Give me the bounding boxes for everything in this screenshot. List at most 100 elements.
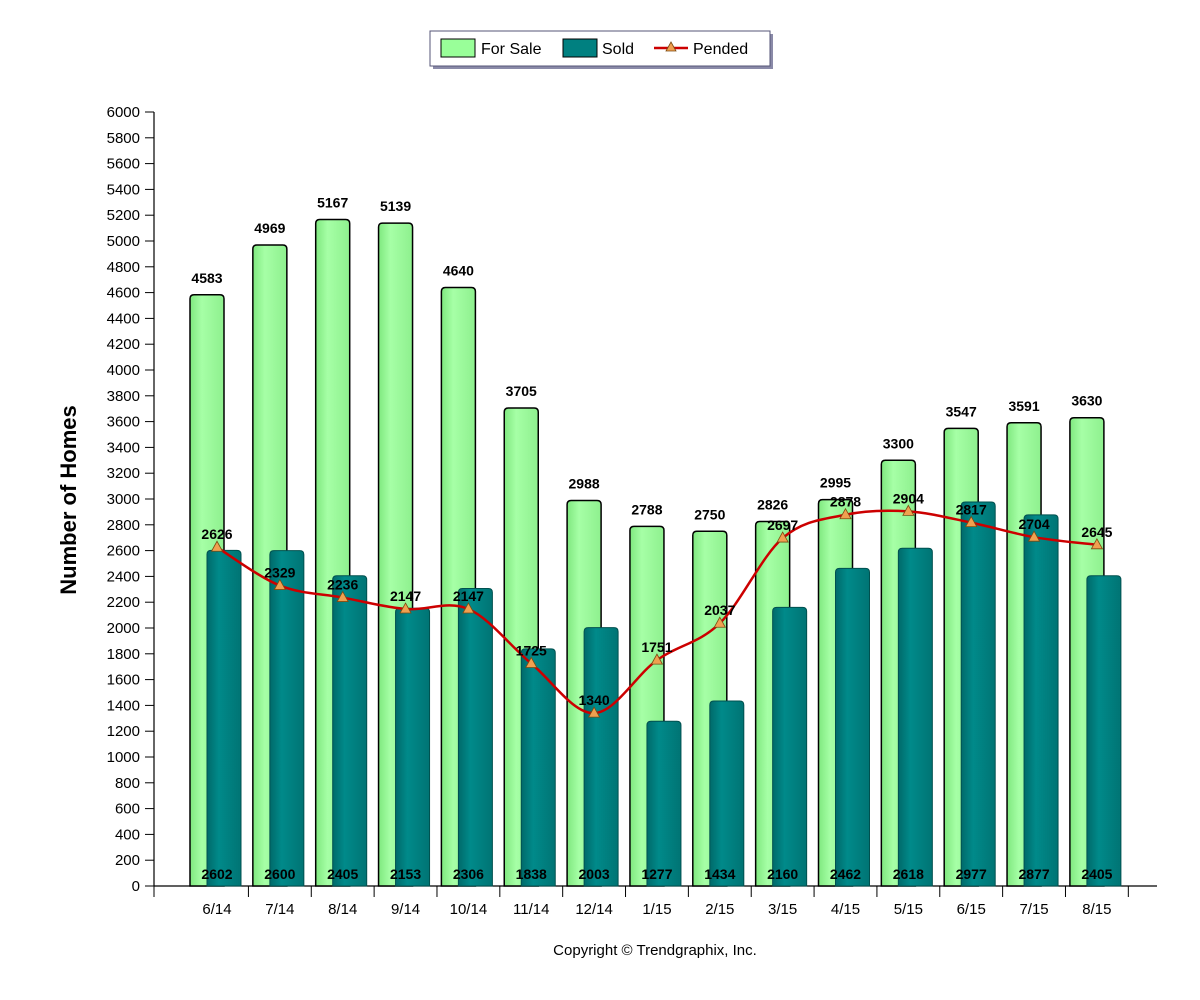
data-label-for-sale: 4640 <box>443 262 474 278</box>
y-tick-label: 3400 <box>107 439 140 456</box>
y-tick-label: 4400 <box>107 310 140 327</box>
data-label-pended: 1340 <box>579 692 610 708</box>
series-sold <box>206 501 1122 887</box>
pended-marker <box>525 656 538 668</box>
y-tick-label: 2000 <box>107 620 140 637</box>
y-tick-label: 1200 <box>107 723 140 740</box>
data-label-sold: 2153 <box>390 866 421 882</box>
x-tick-label: 12/14 <box>575 901 613 918</box>
data-label-pended: 2878 <box>830 494 861 510</box>
data-labels: 4583 2602 4969 2600 5167 2405 5139 2153 4640 2306… <box>191 194 1112 882</box>
x-tick-label: 6/14 <box>202 901 231 918</box>
data-label-for-sale: 2988 <box>569 476 600 492</box>
y-tick-label: 4600 <box>107 285 140 302</box>
y-tick-label: 5200 <box>107 207 140 224</box>
data-label-pended: 2704 <box>1018 516 1049 532</box>
bar-sold <box>835 567 870 887</box>
data-label-for-sale: 2788 <box>631 501 662 517</box>
bar-sold <box>520 648 556 887</box>
pended-marker <box>336 590 349 602</box>
data-label-pended: 1725 <box>516 642 547 658</box>
pended-marker <box>462 602 475 614</box>
bar-sold <box>395 607 431 887</box>
y-tick-label: 600 <box>115 801 140 818</box>
y-tick-label: 1600 <box>107 672 140 689</box>
x-tick-label: 8/14 <box>328 901 357 918</box>
data-label-for-sale: 3705 <box>506 383 537 399</box>
data-label-pended: 2817 <box>956 502 987 518</box>
pended-marker <box>839 507 852 520</box>
pended-marker <box>399 602 412 614</box>
pended-marker <box>273 578 287 590</box>
data-label-for-sale: 4969 <box>254 220 285 236</box>
x-tick-label: 9/14 <box>391 901 420 918</box>
data-label-sold: 2602 <box>201 866 232 882</box>
y-tick-label: 6000 <box>107 104 140 121</box>
bar-sold <box>206 549 242 887</box>
y-tick-label: 400 <box>115 826 140 843</box>
y-tick-label: 800 <box>115 775 140 792</box>
data-label-sold: 1838 <box>516 866 547 882</box>
legend-box <box>429 30 771 67</box>
data-label-sold: 2160 <box>767 866 798 882</box>
y-tick-label: 200 <box>115 852 140 869</box>
x-ticks: 6/14 7/14 8/14 9/14 10/14 11/14 12/14 1/15 2/15 3… <box>153 886 1129 918</box>
data-label-sold: 2600 <box>264 866 295 882</box>
bar-sold <box>646 720 682 887</box>
pended-marker <box>965 515 978 528</box>
y-axis-title: Number of Homes <box>56 405 81 594</box>
y-tick-label: 4000 <box>107 362 140 379</box>
y-tick-label: 5000 <box>107 233 140 250</box>
data-label-sold: 1277 <box>641 866 672 882</box>
data-label-sold: 2877 <box>1018 866 1049 882</box>
data-label-sold: 2405 <box>1081 866 1112 882</box>
data-label-for-sale: 3547 <box>946 403 977 419</box>
y-tick-label: 3000 <box>107 491 140 508</box>
y-tick-label: 3800 <box>107 388 140 405</box>
bar-sold <box>772 606 808 887</box>
data-label-for-sale: 4583 <box>191 270 222 286</box>
pended-marker <box>1090 537 1104 550</box>
data-label-for-sale: 3300 <box>883 435 914 451</box>
x-tick-label: 7/14 <box>265 901 294 918</box>
data-label-for-sale: 2826 <box>757 496 788 512</box>
data-label-pended: 2236 <box>327 577 358 593</box>
x-tick-label: 10/14 <box>450 901 488 918</box>
bar-sold <box>1023 514 1059 887</box>
pended-marker <box>210 540 224 552</box>
bar-sold <box>269 550 305 887</box>
data-label-sold: 2618 <box>893 866 924 882</box>
data-label-pended: 2147 <box>453 588 484 604</box>
bar-sold <box>897 547 933 887</box>
legend: For Sale Sold Pended <box>429 30 773 69</box>
data-label-for-sale: 2750 <box>694 506 725 522</box>
x-tick-label: 3/15 <box>768 901 797 918</box>
bar-sold <box>457 588 493 887</box>
y-tick-label: 2400 <box>107 568 140 585</box>
legend-swatch-for-sale <box>440 38 476 58</box>
series-pended <box>210 504 1104 718</box>
legend-swatch-sold <box>562 38 598 58</box>
pended-marker <box>650 653 664 665</box>
y-tick-label: 2800 <box>107 517 140 534</box>
data-label-sold: 2306 <box>453 866 484 882</box>
y-tick-label: 5400 <box>107 181 140 198</box>
bar-sold <box>960 501 996 887</box>
y-tick-label: 1800 <box>107 646 140 663</box>
pended-marker <box>713 616 726 628</box>
data-label-sold: 2003 <box>579 866 610 882</box>
x-tick-label: 8/15 <box>1082 901 1111 918</box>
data-label-for-sale: 3630 <box>1071 393 1102 409</box>
x-tick-label: 5/15 <box>894 901 923 918</box>
pended-marker <box>587 706 601 718</box>
y-tick-label: 1000 <box>107 749 140 766</box>
data-label-sold: 2405 <box>327 866 358 882</box>
y-tick-label: 0 <box>132 878 140 895</box>
data-label-for-sale: 5167 <box>317 194 348 210</box>
data-label-for-sale: 3591 <box>1008 398 1039 414</box>
bar-sold <box>709 700 745 887</box>
data-label-pended: 2037 <box>704 602 735 618</box>
data-label-for-sale: 5139 <box>380 198 411 214</box>
x-tick-label: 6/15 <box>957 901 986 918</box>
